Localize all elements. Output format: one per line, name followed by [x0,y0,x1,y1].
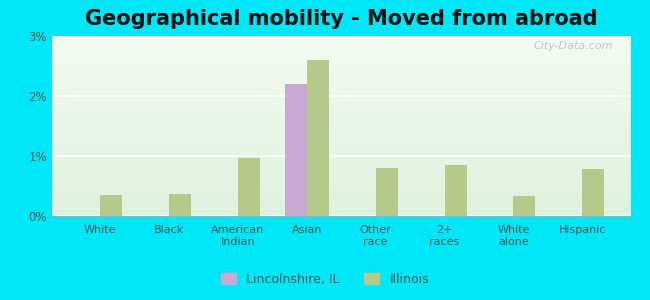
Bar [376,168,398,216]
Bar [445,165,467,216]
Bar [582,169,604,216]
Bar [514,196,536,216]
Text: City-Data.com: City-Data.com [534,41,613,51]
Bar [285,84,307,216]
Bar [238,158,260,216]
Bar [100,195,122,216]
Bar [307,60,329,216]
Title: Geographical mobility - Moved from abroad: Geographical mobility - Moved from abroa… [85,9,597,29]
Bar [169,194,191,216]
Legend: Lincolnshire, IL, Illinois: Lincolnshire, IL, Illinois [216,268,434,291]
